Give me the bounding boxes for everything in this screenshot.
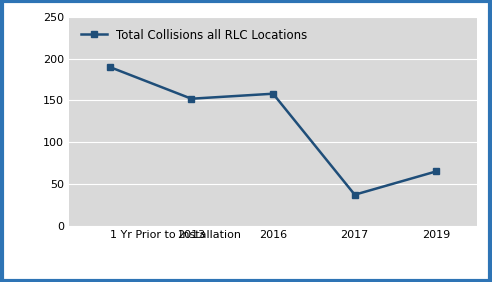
Total Collisions all RLC Locations xyxy=(352,193,358,196)
Total Collisions all RLC Locations xyxy=(107,65,113,69)
Legend: Total Collisions all RLC Locations: Total Collisions all RLC Locations xyxy=(75,23,313,48)
Total Collisions all RLC Locations xyxy=(188,97,194,100)
Total Collisions all RLC Locations xyxy=(433,170,439,173)
Line: Total Collisions all RLC Locations: Total Collisions all RLC Locations xyxy=(106,63,440,198)
Total Collisions all RLC Locations xyxy=(270,92,276,95)
